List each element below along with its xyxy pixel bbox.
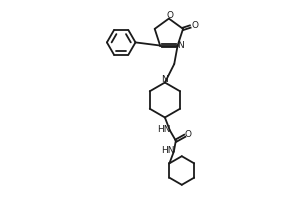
Text: O: O (167, 11, 173, 20)
Text: O: O (184, 130, 191, 139)
Text: O: O (191, 21, 198, 30)
Text: HN: HN (157, 125, 171, 134)
Text: N: N (178, 41, 184, 50)
Text: N: N (161, 75, 168, 84)
Text: HN: HN (161, 146, 175, 155)
